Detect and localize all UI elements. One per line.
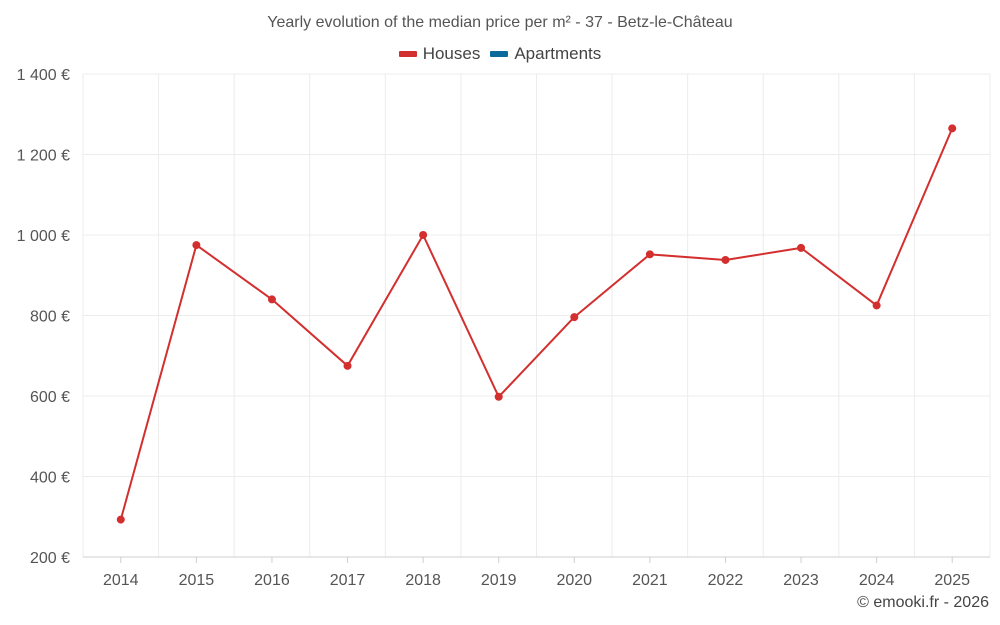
y-tick-label: 200 €	[30, 550, 70, 567]
x-tick-label: 2022	[708, 572, 744, 589]
data-point[interactable]	[494, 392, 503, 401]
data-point[interactable]	[872, 301, 881, 310]
chart-legend: Houses Apartments	[0, 44, 1000, 64]
data-point[interactable]	[343, 361, 352, 370]
y-tick-label: 400 €	[30, 470, 70, 487]
data-point[interactable]	[645, 250, 654, 259]
x-tick-label: 2024	[859, 572, 895, 589]
data-point[interactable]	[267, 295, 276, 304]
data-point[interactable]	[948, 124, 957, 133]
x-tick-label: 2020	[556, 572, 592, 589]
series-line	[119, 127, 954, 520]
legend-label-apartments: Apartments	[514, 44, 602, 63]
x-tick-label: 2019	[481, 572, 517, 589]
series-houses	[116, 124, 957, 524]
x-tick-label: 2025	[934, 572, 970, 589]
grid	[82, 73, 991, 557]
legend-label-houses: Houses	[422, 44, 481, 63]
data-point[interactable]	[116, 515, 125, 524]
legend-item-apartments[interactable]: Apartments	[490, 44, 601, 64]
credit-text: © emooki.fr - 2026	[857, 594, 989, 611]
data-point[interactable]	[721, 255, 730, 264]
x-tick-label: 2018	[405, 572, 441, 589]
data-point[interactable]	[570, 313, 579, 322]
axes: 200 € 400 € 600 € 800 € 1 000 € 1 200 € 1 400 …	[17, 67, 990, 589]
y-tick-label: 1 200 €	[17, 148, 70, 165]
x-tick-label: 2023	[783, 572, 819, 589]
y-tick-label: 1 000 €	[17, 228, 70, 245]
chart-title: Yearly evolution of the median price per…	[267, 14, 733, 31]
legend-swatch-apartments	[490, 51, 509, 57]
x-tick-label: 2017	[330, 572, 366, 589]
y-tick-label: 1 400 €	[17, 67, 70, 84]
x-tick-label: 2014	[103, 572, 139, 589]
x-tick-label: 2015	[179, 572, 215, 589]
y-tick-label: 600 €	[30, 389, 70, 406]
legend-swatch-houses	[398, 51, 417, 57]
y-tick-label: 800 €	[30, 309, 70, 326]
legend-item-houses[interactable]: Houses	[398, 44, 481, 64]
data-point[interactable]	[192, 241, 201, 250]
data-point[interactable]	[797, 243, 806, 252]
x-tick-label: 2021	[632, 572, 668, 589]
data-point[interactable]	[419, 231, 428, 239]
x-tick-label: 2016	[254, 572, 290, 589]
